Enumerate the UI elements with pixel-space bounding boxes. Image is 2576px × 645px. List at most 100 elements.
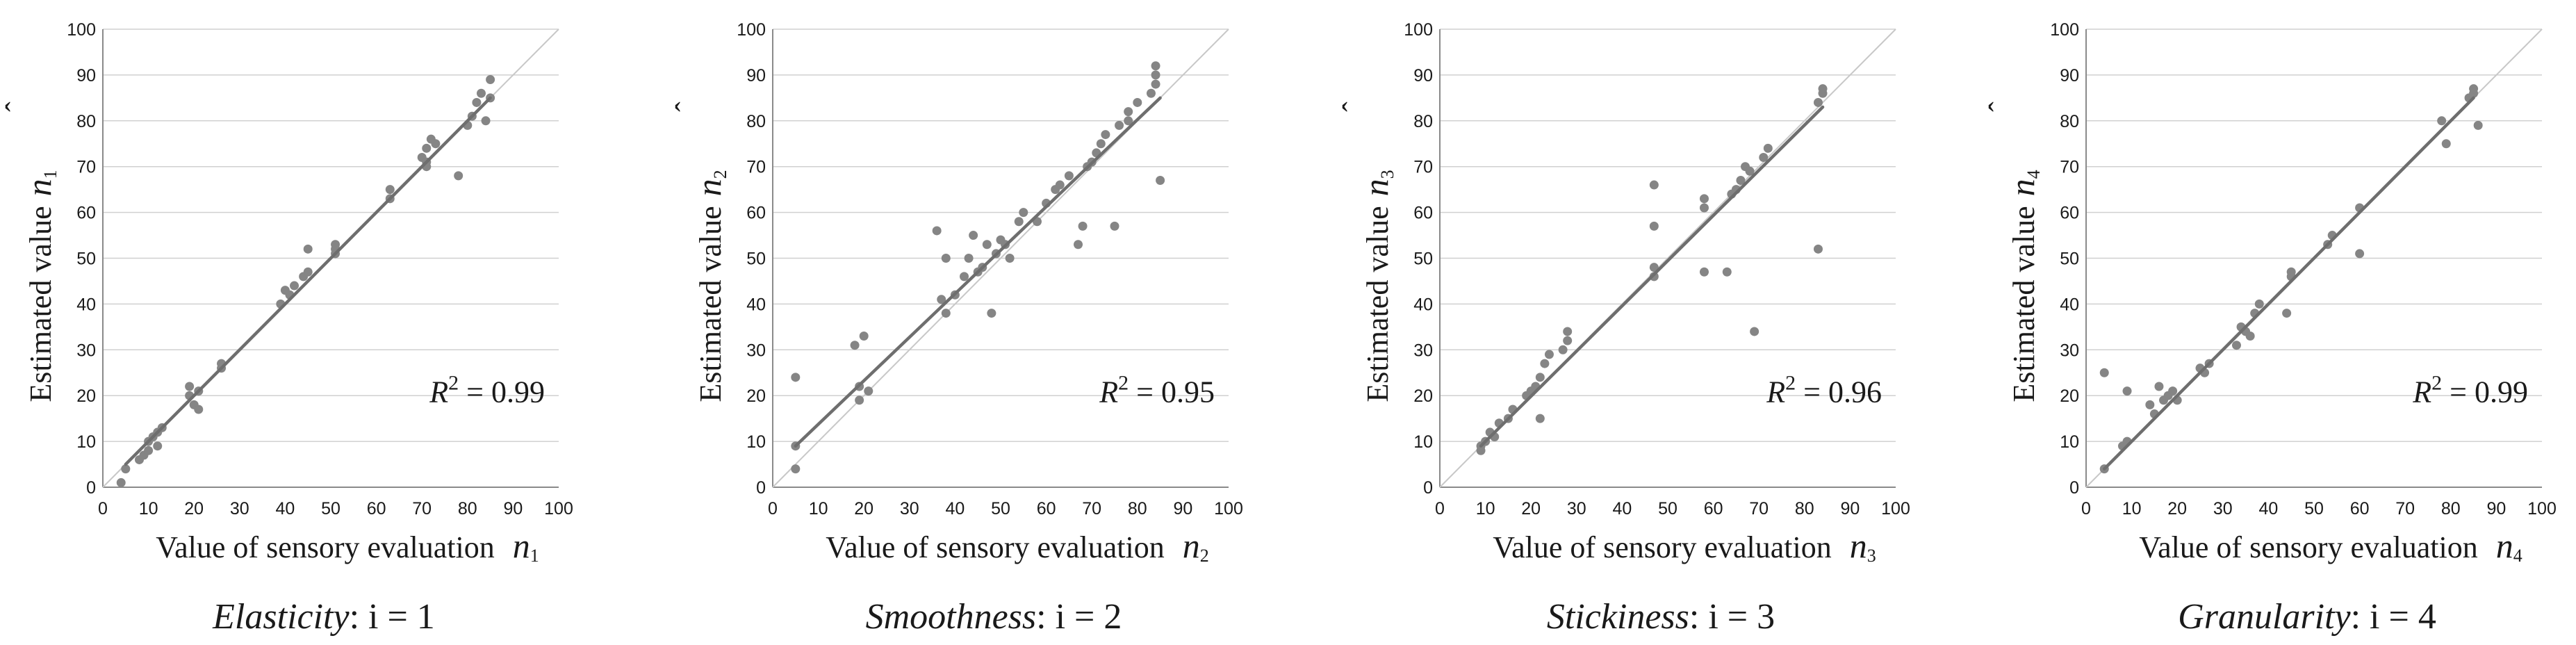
x-tick-label: 60 xyxy=(367,499,386,519)
x-tick-label: 100 xyxy=(544,499,573,519)
x-axis-subscript: 4 xyxy=(2513,546,2522,566)
y-tick-label: 10 xyxy=(746,432,766,452)
data-point xyxy=(864,386,873,396)
y-tick-label: 30 xyxy=(76,341,96,360)
data-point xyxy=(1544,350,1554,359)
y-tick-label: 40 xyxy=(2060,295,2079,314)
data-point xyxy=(303,267,313,277)
data-point xyxy=(2099,368,2109,377)
data-point xyxy=(1745,166,1755,176)
regression-fit-line xyxy=(794,96,1162,448)
x-tick-label: 70 xyxy=(2395,499,2415,519)
x-tick-label: 80 xyxy=(1795,499,1814,519)
y-tick-label: 0 xyxy=(2069,478,2079,498)
x-tick-label: 30 xyxy=(1567,499,1586,519)
data-point xyxy=(2145,400,2155,409)
data-point xyxy=(1535,414,1545,423)
y-axis-subscript: 3 xyxy=(1377,170,1397,179)
x-tick-label: 10 xyxy=(139,499,158,519)
y-tick-label: 100 xyxy=(737,20,766,40)
data-point xyxy=(1649,263,1659,272)
data-point xyxy=(1146,88,1156,98)
data-point xyxy=(1124,107,1133,117)
x-tick-label: 90 xyxy=(1840,499,1860,519)
r-squared-symbol: R xyxy=(1766,375,1785,409)
data-point xyxy=(1078,221,1088,231)
x-tick-label: 10 xyxy=(809,499,828,519)
x-tick-label: 50 xyxy=(321,499,341,519)
data-point xyxy=(1759,153,1769,163)
panel-caption: Stickiness: i = 3 xyxy=(1547,597,1775,637)
chart-panel-4: 0 10 20 30 40 50 60 70 80 90 100 0 10 20 30 40 50 60 70 80 9… xyxy=(1983,20,2557,637)
y-tick-label: 90 xyxy=(76,66,96,85)
data-point xyxy=(1133,97,1142,107)
caption-index: : i = 1 xyxy=(350,597,435,637)
data-point xyxy=(1101,130,1110,140)
caption-property-name: Smoothness xyxy=(866,597,1037,637)
x-tick-label: 30 xyxy=(2213,499,2233,519)
y-tick-label: 10 xyxy=(1413,432,1433,452)
x-axis-label: Value of sensory evaluation n3 xyxy=(1493,526,1876,566)
x-tick-label: 60 xyxy=(1037,499,1056,519)
data-point xyxy=(194,405,204,414)
data-point xyxy=(116,477,126,487)
y-tick-label: 90 xyxy=(746,66,766,85)
chart-panel-3: 0 10 20 30 40 50 60 70 80 90 100 0 10 20 30 40 50 60 70 80 9… xyxy=(1337,20,1910,637)
x-tick-label: 100 xyxy=(1214,499,1243,519)
y-tick-label: 30 xyxy=(1413,341,1433,360)
data-point xyxy=(2168,386,2178,396)
data-point xyxy=(144,446,154,455)
y-tick-label: 40 xyxy=(1413,295,1433,314)
y-tick-label: 80 xyxy=(1413,112,1433,131)
x-axis-label-text: Value of sensory evaluation xyxy=(1493,530,1832,564)
x-tick-label: 40 xyxy=(945,499,965,519)
x-tick-label: 100 xyxy=(1881,499,1910,519)
y-tick-label: 0 xyxy=(756,478,766,498)
y-tick-label: 70 xyxy=(1413,158,1433,177)
data-point xyxy=(1558,345,1568,354)
x-tick-label: 60 xyxy=(1704,499,1723,519)
data-point xyxy=(385,185,395,195)
data-point xyxy=(941,309,951,318)
r-squared-annotation: R2 = 0.96 xyxy=(1766,372,1882,409)
caption-property-name: Elasticity xyxy=(212,597,350,637)
y-tick-label: 80 xyxy=(746,112,766,131)
r-squared-annotation: R2 = 0.99 xyxy=(429,372,545,409)
r-squared-symbol: R xyxy=(429,375,448,409)
y-axis-label-text: Estimated value xyxy=(2007,206,2041,402)
y-axis-label: Estimated value n1 xyxy=(19,170,60,402)
data-point xyxy=(1763,143,1773,153)
y-tick-label: 90 xyxy=(1413,66,1433,85)
data-point xyxy=(472,97,482,107)
y-tick-label: 20 xyxy=(746,386,766,406)
data-point xyxy=(1649,180,1659,190)
x-tick-label: 0 xyxy=(1435,499,1445,519)
x-axis-subscript: 3 xyxy=(1867,546,1876,566)
r-squared-symbol: R xyxy=(1099,375,1118,409)
data-point xyxy=(476,88,486,98)
y-axis-label-text: Estimated value xyxy=(694,206,728,402)
data-point xyxy=(1563,327,1573,336)
x-axis-label: Value of sensory evaluation n1 xyxy=(156,526,539,566)
data-point xyxy=(982,240,992,250)
x-tick-label: 90 xyxy=(2486,499,2506,519)
y-axis-hat-glyph: ˆ xyxy=(1337,101,1371,112)
chart-panel-1: 0 10 20 30 40 50 60 70 80 90 100 0 10 20 30 40 50 60 70 80 9… xyxy=(0,20,573,637)
data-point xyxy=(1074,240,1083,250)
x-tick-label: 20 xyxy=(1521,499,1541,519)
y-tick-label: 60 xyxy=(746,204,766,223)
y-axis-label: Estimated value n3 xyxy=(1356,170,1397,402)
data-point xyxy=(1115,120,1124,130)
data-point xyxy=(1151,70,1160,80)
x-axis-label-text: Value of sensory evaluation xyxy=(2139,530,2478,564)
data-point xyxy=(969,231,978,240)
x-tick-label: 0 xyxy=(2081,499,2091,519)
caption-property-name: Stickiness xyxy=(1547,597,1689,637)
x-tick-label: 70 xyxy=(1082,499,1101,519)
data-point xyxy=(1818,84,1828,94)
y-tick-label: 70 xyxy=(76,158,96,177)
y-tick-label: 10 xyxy=(2060,432,2079,452)
y-tick-label: 50 xyxy=(1413,250,1433,269)
panel-caption: Granularity: i = 4 xyxy=(2178,597,2436,637)
y-axis-hat-glyph: ˆ xyxy=(670,101,704,112)
